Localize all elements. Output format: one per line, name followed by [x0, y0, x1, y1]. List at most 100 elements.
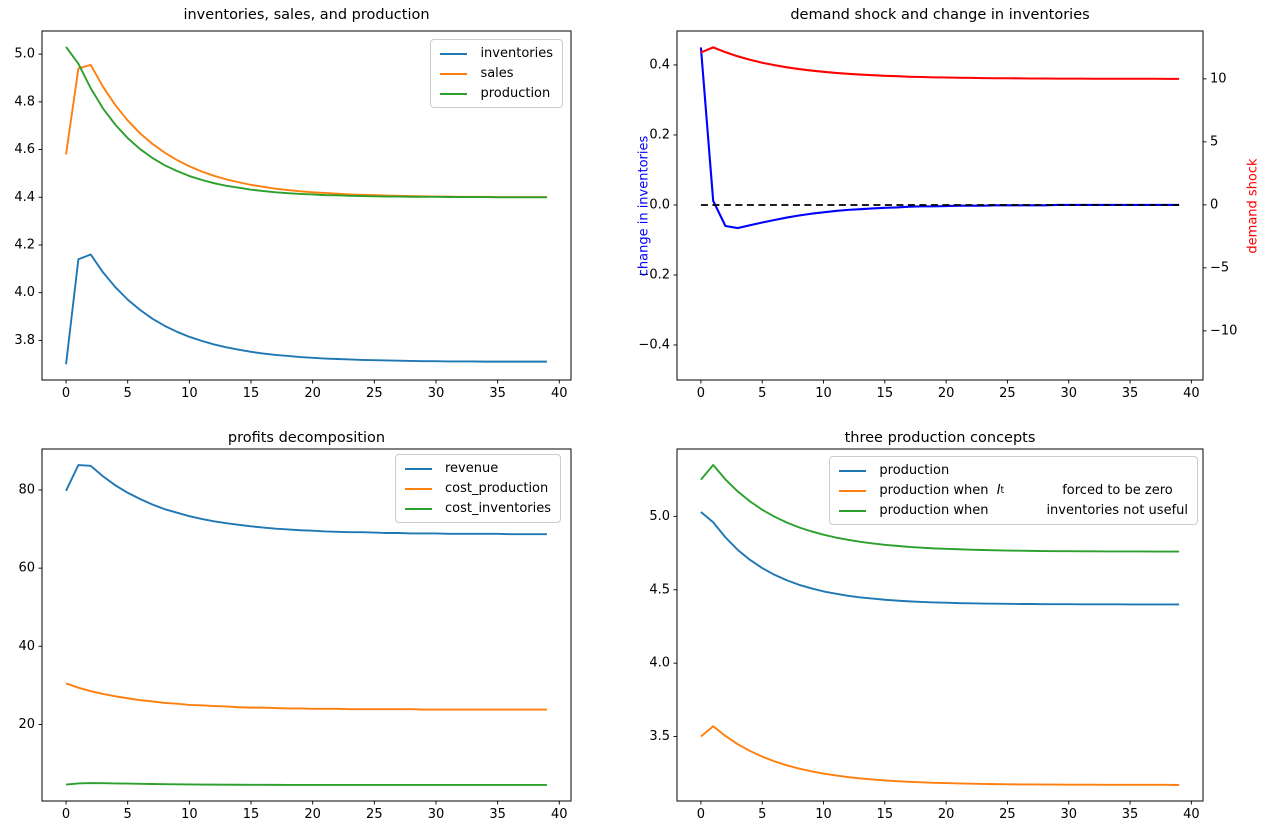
- legend-entry: revenue: [404, 461, 551, 476]
- subplot-three-production-concepts: 0 5 10 15 20 25 30 35 40 3.5 4.0 4.5 5.0 three produ…: [636, 417, 1272, 834]
- plot-svg: 0 5 10 15 20 25 30 35 40 3.8 4.0 4.2 4.4 4.6 4.8 5.0: [14, 30, 572, 401]
- legend-line-sample: [839, 509, 867, 512]
- y-tick-label: 4.2: [14, 237, 35, 252]
- legend-label: sales: [480, 66, 514, 81]
- x-tick-label: 20: [304, 807, 321, 822]
- x-tick-label: 15: [877, 386, 894, 401]
- y-tick-label-right: −10: [1210, 323, 1237, 338]
- series-production: [700, 511, 1180, 606]
- y-tick-label: 0.0: [649, 197, 670, 212]
- legend-entry: cost_production: [404, 481, 551, 496]
- legend-line-sample: [404, 487, 432, 490]
- legend-label: production: [480, 86, 551, 101]
- legend-entry: cost_inventories: [404, 501, 551, 516]
- legend-line-sample: [440, 52, 468, 55]
- y-tick-label: 4.0: [14, 285, 35, 300]
- x-tick-label: 10: [815, 386, 832, 401]
- legend-entry: production: [440, 86, 553, 101]
- plot-title: inventories, sales, and production: [183, 7, 430, 23]
- legend-entry: production when inventories not useful: [839, 503, 1188, 518]
- axes-frame: [676, 448, 1204, 802]
- subplot-inventories-sales-production: 0 5 10 15 20 25 30 35 40 3.8 4.0 4.2 4.4 4.6 4.8 5.0 in…: [0, 0, 636, 417]
- y-tick-label: 40: [18, 639, 35, 654]
- x-tick-label: 0: [62, 807, 70, 822]
- y-tick-label: 5.0: [14, 47, 35, 62]
- legend-line-sample: [404, 507, 432, 510]
- y-tick-label: 20: [18, 717, 35, 732]
- legend-label-math-var: I: [996, 483, 1001, 498]
- x-tick-label: 15: [243, 386, 260, 401]
- y-tick-label-right: 10: [1210, 71, 1227, 86]
- y-tick-label: 80: [18, 483, 35, 498]
- series-production-inventories-not-useful: [700, 464, 1180, 553]
- y-tick-label: −0.2: [638, 267, 670, 282]
- x-tick-label: 30: [428, 807, 445, 822]
- y-tick-label: −0.4: [638, 337, 670, 352]
- y-tick-label: 60: [18, 561, 35, 576]
- legend-label: production: [879, 463, 950, 478]
- legend-label: inventories not useful: [1046, 503, 1188, 518]
- x-tick-label: 35: [1122, 807, 1139, 822]
- x-tick-label: 40: [551, 807, 568, 822]
- plot-title: demand shock and change in inventories: [790, 7, 1090, 23]
- series-inventories: [65, 253, 547, 365]
- plot-title: profits decomposition: [227, 430, 386, 446]
- x-tick-label: 40: [1183, 386, 1200, 401]
- legend-entry: production: [839, 463, 1188, 478]
- x-tick-label: 10: [815, 807, 832, 822]
- x-tick-label: 0: [697, 386, 705, 401]
- y-tick-label: 0.4: [649, 57, 670, 72]
- x-tick-label: 20: [304, 386, 321, 401]
- series-production: [65, 46, 547, 199]
- y-tick-label: 4.0: [649, 656, 670, 671]
- x-tick-label: 15: [877, 807, 894, 822]
- plot-svg: 0 5 10 15 20 25 30 35 40 3.5 4.0 4.5 5.0: [649, 448, 1204, 822]
- plot-svg: 0 5 10 15 20 25 30 35 40 20 40 60 80: [18, 448, 572, 822]
- x-tick-label: 35: [489, 807, 506, 822]
- legend-line-sample: [404, 467, 432, 470]
- y-tick-label: 4.8: [14, 94, 35, 109]
- series-change-in-inventories: [699, 47, 1180, 230]
- subplot-profits-decomposition: 0 5 10 15 20 25 30 35 40 20 40 60 80 profits decompo…: [0, 417, 636, 834]
- legend-line-sample: [440, 92, 468, 95]
- ylabel-change-in-inventories: change in inventories: [636, 135, 652, 276]
- x-tick-label: 20: [938, 386, 955, 401]
- legend-entry: inventories: [440, 46, 553, 61]
- x-tick-label: 35: [489, 386, 506, 401]
- y-tick-label: 4.6: [14, 142, 35, 157]
- x-tick-label: 25: [366, 386, 383, 401]
- legend-label: revenue: [444, 461, 499, 476]
- legend-label: cost_production: [444, 481, 549, 496]
- y-tick-label-right: 5: [1210, 134, 1218, 149]
- x-tick-label: 5: [124, 807, 132, 822]
- series-demand-shock: [700, 46, 1180, 80]
- legend-label: production when: [879, 503, 989, 518]
- legend-label-subscript: t: [1000, 485, 1005, 496]
- series-production-I-forced-zero: [700, 725, 1180, 786]
- x-tick-label: 5: [758, 386, 766, 401]
- x-tick-label: 35: [1122, 386, 1139, 401]
- legend-entry: sales: [440, 66, 553, 81]
- y-tick-label: 4.5: [649, 582, 670, 597]
- x-tick-label: 40: [551, 386, 568, 401]
- x-tick-label: 25: [366, 807, 383, 822]
- x-tick-label: 20: [938, 807, 955, 822]
- legend: revenue cost_production cost_inventories: [394, 454, 561, 523]
- y-tick-label: 5.0: [649, 509, 670, 524]
- y-tick-label: 3.8: [14, 333, 35, 348]
- ylabel-demand-shock: demand shock: [1245, 157, 1261, 254]
- legend-label: forced to be zero: [1062, 483, 1173, 498]
- x-tick-label: 40: [1183, 807, 1200, 822]
- y-tick-label: 4.4: [14, 190, 35, 205]
- y-tick-label: 3.5: [649, 729, 670, 744]
- legend-line-sample: [839, 469, 867, 472]
- x-tick-label: 5: [758, 807, 766, 822]
- plot-svg: 0 5 10 15 20 25 30 35 40 −0.4 −0.2 0.0 0.2 0.4 −10 −5 0 5…: [638, 30, 1237, 401]
- legend-label: cost_inventories: [444, 501, 551, 516]
- y-tick-label-right: 0: [1210, 197, 1218, 212]
- x-tick-label: 10: [181, 807, 198, 822]
- y-tick-label: 0.2: [649, 127, 670, 142]
